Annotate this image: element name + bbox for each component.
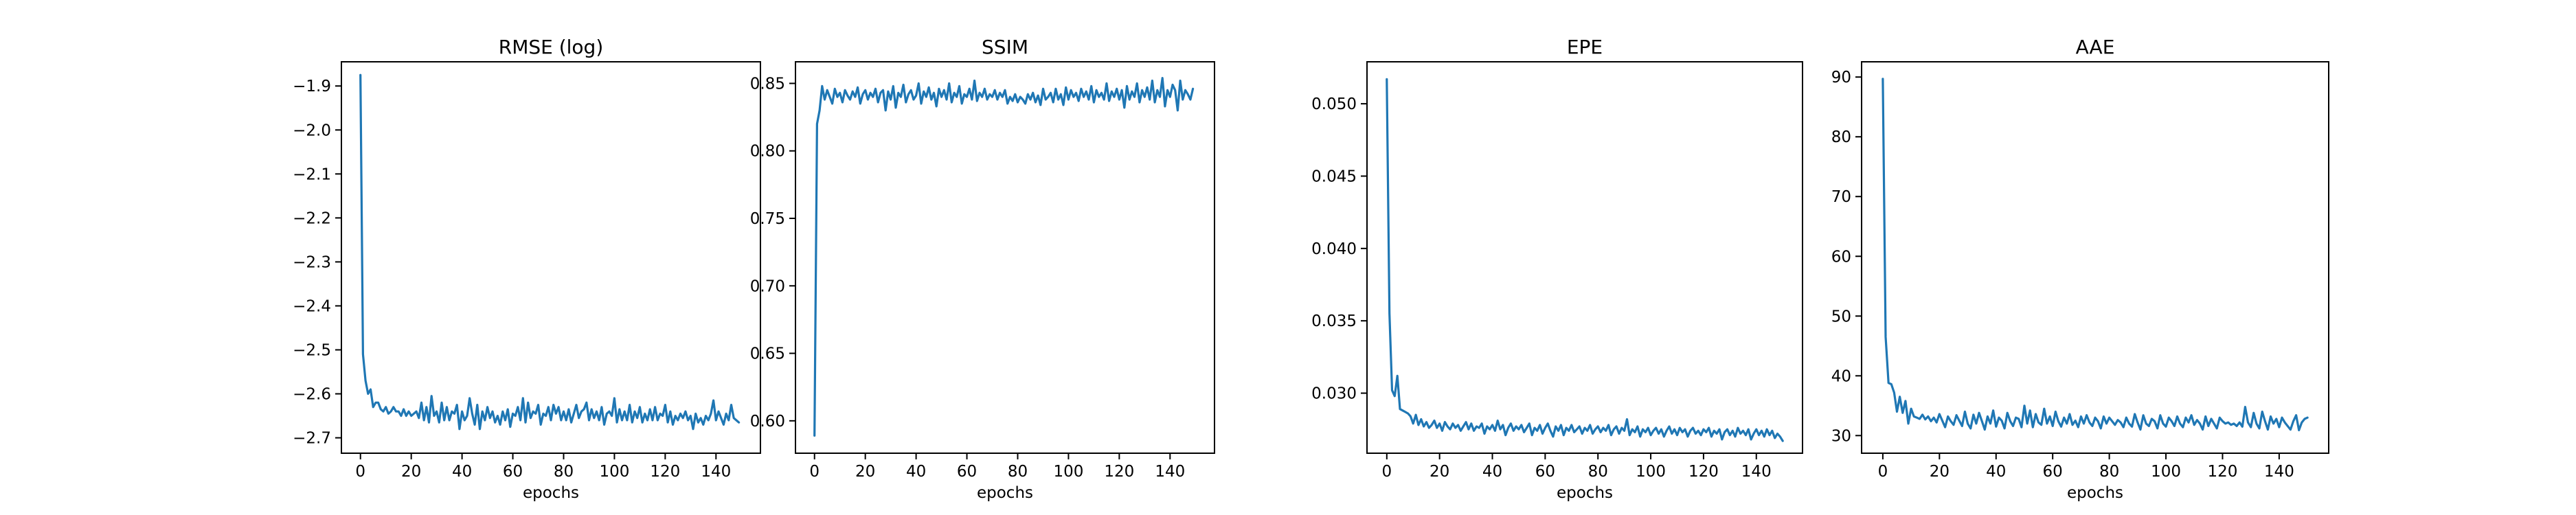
x-tick-label: 140	[2264, 463, 2294, 481]
y-tick-label: 0.60	[750, 413, 785, 431]
x-axis-label: epochs	[523, 484, 579, 502]
chart-panel-4: AAE 0 20 40 60 80 100 120 140 30 40 50 60 70 80 90 epoch…	[1831, 36, 2329, 502]
y-tick-label: −2.0	[293, 122, 331, 139]
chart-panel-1: RMSE (log) 0 20 40 60 80 100 120 140 −2.7 −2.6 −2.5…	[293, 36, 761, 502]
x-tick-label: 40	[906, 463, 926, 481]
x-tick-label: 40	[452, 463, 472, 481]
x-tick-label: 120	[1688, 463, 1719, 481]
y-tick-label: −2.3	[293, 253, 331, 271]
x-tick-label: 140	[701, 463, 731, 481]
y-tick-label: 0.030	[1311, 385, 1357, 403]
x-tick-label: 40	[1482, 463, 1502, 481]
y-tick-label: −2.2	[293, 209, 331, 227]
y-tick-label: 0.80	[750, 143, 785, 161]
y-tick-label: −2.5	[293, 341, 331, 359]
plot-frame	[795, 61, 1215, 454]
x-tick-label: 80	[1588, 463, 1608, 481]
x-axis-label: epochs	[977, 484, 1033, 502]
y-tick-label: 60	[1831, 248, 1851, 266]
x-tick-label: 80	[1008, 463, 1028, 481]
x-tick-label: 100	[2151, 463, 2181, 481]
series-line	[813, 76, 1195, 437]
y-tick-label: 90	[1831, 69, 1851, 87]
y-tick-label: 0.85	[750, 75, 785, 93]
y-tick-label: 0.70	[750, 277, 785, 295]
y-tick-label: 40	[1831, 367, 1851, 385]
series-line	[359, 73, 741, 431]
y-tick-label: 0.65	[750, 345, 785, 363]
x-tick-label: 140	[1155, 463, 1185, 481]
x-tick-label: 80	[554, 463, 574, 481]
x-tick-label: 0	[355, 463, 365, 481]
plot-frame	[341, 61, 761, 454]
y-tick-label: 30	[1831, 427, 1851, 445]
x-tick-label: 20	[855, 463, 875, 481]
y-tick-label: 0.035	[1311, 312, 1357, 330]
chart-title: EPE	[1567, 36, 1603, 58]
x-tick-label: 120	[2208, 463, 2238, 481]
series-line	[1386, 78, 1784, 442]
x-tick-label: 20	[401, 463, 421, 481]
x-tick-label: 0	[809, 463, 820, 481]
y-tick-label: 80	[1831, 128, 1851, 146]
y-tick-label: 0.050	[1311, 95, 1357, 113]
y-tick-label: −2.6	[293, 386, 331, 404]
plot-frame	[1861, 61, 2329, 454]
x-tick-label: 100	[599, 463, 629, 481]
x-tick-label: 60	[2043, 463, 2063, 481]
x-tick-label: 100	[1636, 463, 1666, 481]
x-tick-label: 140	[1741, 463, 1772, 481]
y-tick-label: 0.75	[750, 210, 785, 228]
y-tick-label: 70	[1831, 188, 1851, 206]
x-tick-label: 60	[1535, 463, 1555, 481]
chart-title: SSIM	[982, 36, 1028, 58]
y-tick-label: −1.9	[293, 78, 331, 95]
x-tick-label: 60	[957, 463, 977, 481]
x-axis-label: epochs	[2067, 484, 2123, 502]
x-axis-label: epochs	[1557, 484, 1613, 502]
y-tick-label: 0.045	[1311, 168, 1357, 185]
y-tick-label: 0.040	[1311, 240, 1357, 258]
series-line	[1882, 78, 2309, 432]
x-tick-label: 0	[1381, 463, 1392, 481]
chart-title: RMSE (log)	[499, 36, 604, 58]
x-tick-label: 80	[2099, 463, 2119, 481]
chart-panel-2: SSIM 0 20 40 60 80 100 120 140 0.60 0.65 0.70 0.75 0.…	[750, 36, 1215, 502]
x-tick-label: 20	[1430, 463, 1449, 481]
y-tick-label: −2.4	[293, 297, 331, 315]
x-tick-label: 40	[1986, 463, 2006, 481]
plot-frame	[1366, 61, 1803, 454]
x-tick-label: 60	[503, 463, 523, 481]
x-tick-label: 0	[1878, 463, 1888, 481]
y-tick-label: −2.7	[293, 430, 331, 448]
chart-title: AAE	[2076, 36, 2115, 58]
y-tick-label: −2.1	[293, 165, 331, 183]
x-tick-label: 120	[650, 463, 680, 481]
y-tick-label: 50	[1831, 308, 1851, 325]
x-tick-label: 120	[1104, 463, 1134, 481]
chart-panel-3: EPE 0 20 40 60 80 100 120 140 0.030 0.035 0.040 0.04…	[1311, 36, 1803, 502]
x-tick-label: 20	[1930, 463, 1950, 481]
x-tick-label: 100	[1053, 463, 1083, 481]
